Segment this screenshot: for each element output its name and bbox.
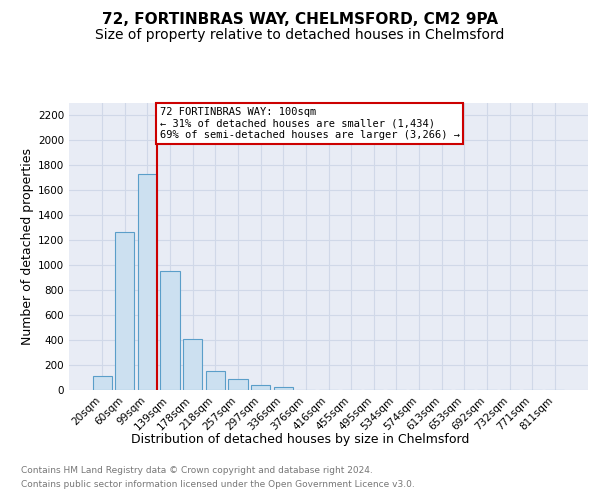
Bar bbox=[206, 371, 225, 390]
Text: Distribution of detached houses by size in Chelmsford: Distribution of detached houses by size … bbox=[131, 432, 469, 446]
Bar bbox=[183, 340, 202, 390]
Text: Contains HM Land Registry data © Crown copyright and database right 2024.: Contains HM Land Registry data © Crown c… bbox=[21, 466, 373, 475]
Bar bbox=[138, 174, 157, 390]
Text: Contains public sector information licensed under the Open Government Licence v3: Contains public sector information licen… bbox=[21, 480, 415, 489]
Bar bbox=[251, 385, 270, 390]
Bar bbox=[274, 387, 293, 390]
Bar bbox=[115, 232, 134, 390]
Y-axis label: Number of detached properties: Number of detached properties bbox=[21, 148, 34, 345]
Text: 72, FORTINBRAS WAY, CHELMSFORD, CM2 9PA: 72, FORTINBRAS WAY, CHELMSFORD, CM2 9PA bbox=[102, 12, 498, 28]
Text: 72 FORTINBRAS WAY: 100sqm
← 31% of detached houses are smaller (1,434)
69% of se: 72 FORTINBRAS WAY: 100sqm ← 31% of detac… bbox=[160, 107, 460, 140]
Text: Size of property relative to detached houses in Chelmsford: Size of property relative to detached ho… bbox=[95, 28, 505, 42]
Bar bbox=[92, 376, 112, 390]
Bar bbox=[229, 380, 248, 390]
Bar bbox=[160, 271, 180, 390]
